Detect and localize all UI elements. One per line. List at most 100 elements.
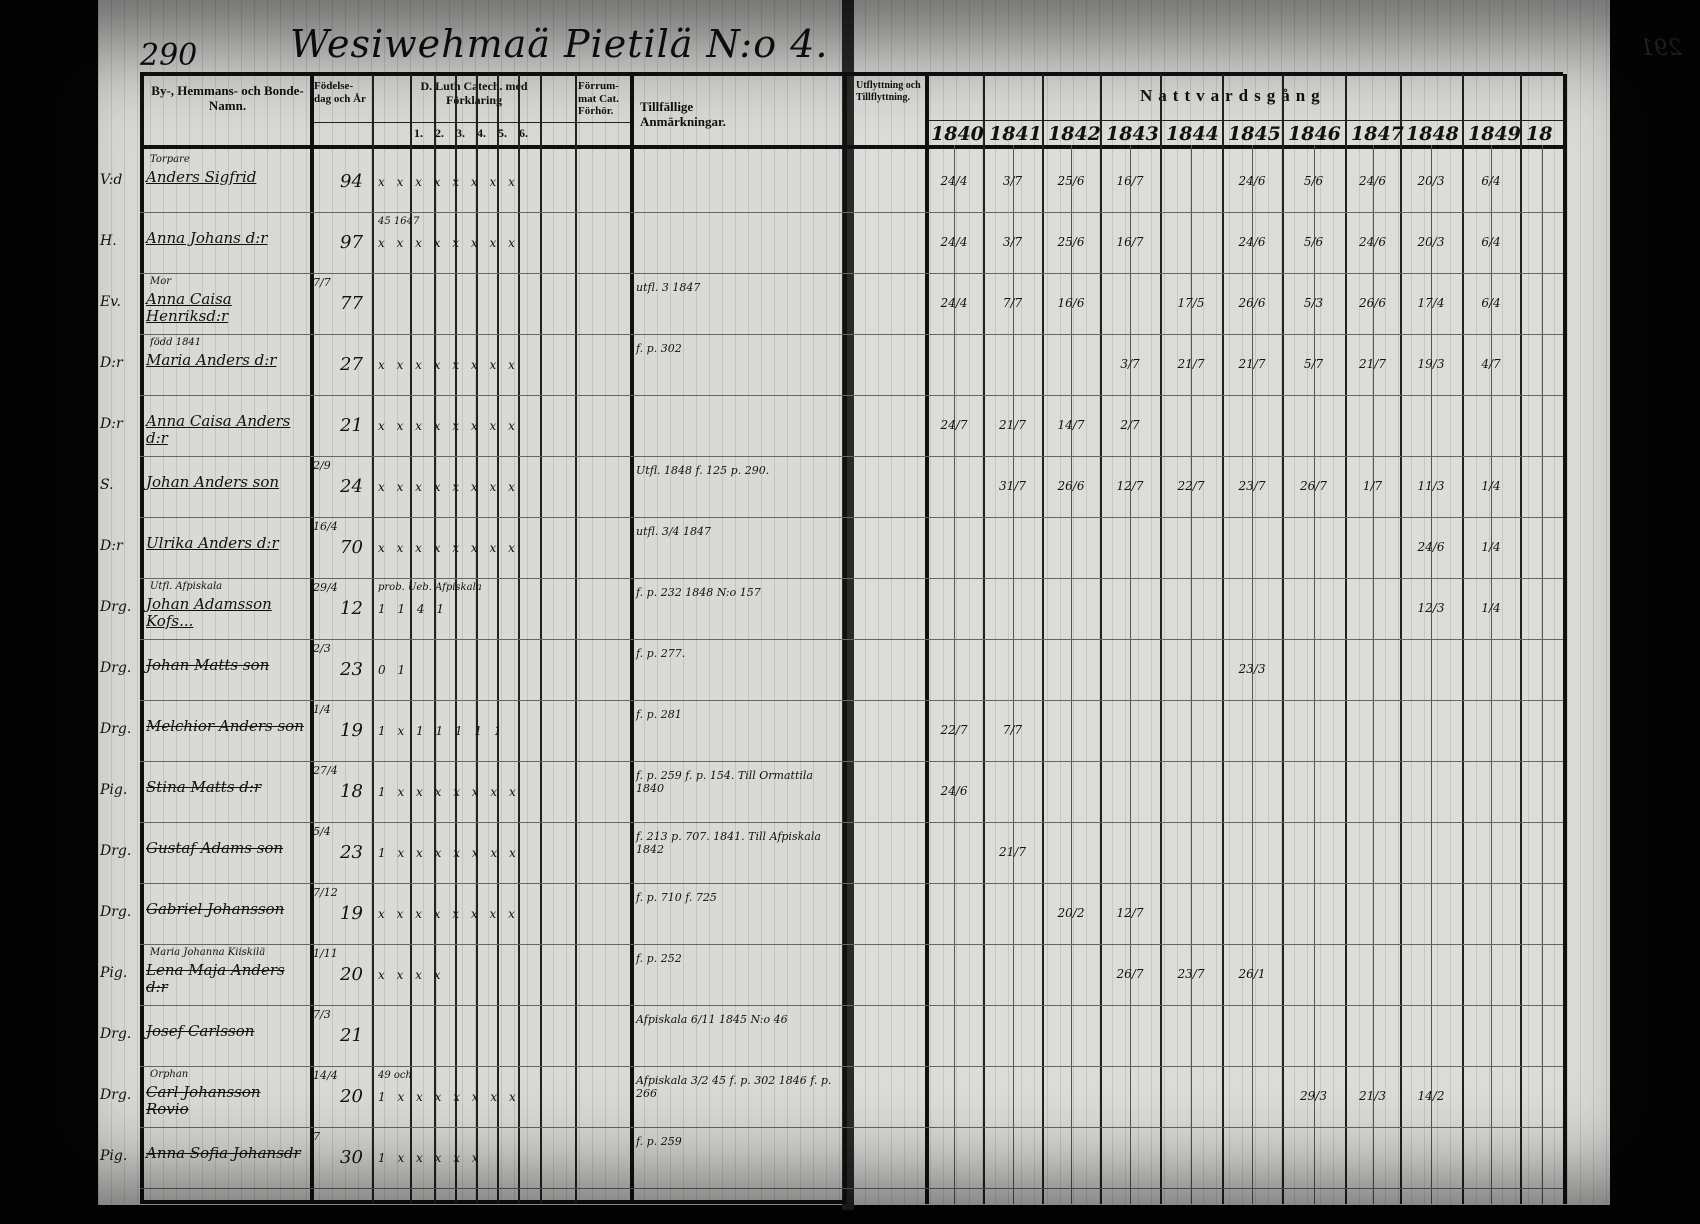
row-title: Pig. [100,1148,128,1164]
sub-column-rule [1491,145,1492,1204]
reading-marks: 1 x x x x x x x [378,846,520,860]
communion-mark: 12/7 [1116,906,1144,920]
communion-mark: 3/7 [1002,174,1023,188]
reading-col-label: 6. [519,126,528,140]
communion-mark: 21/7 [999,418,1026,432]
communion-mark: 14/2 [1417,1089,1445,1103]
communion-mark: 17/4 [1417,296,1445,310]
row-title: V:d [100,172,123,188]
communion-mark: 21/3 [1359,1089,1386,1103]
person-name: Johan Adamsson Kofs... [146,595,272,631]
year-label: 1844 [1166,123,1219,145]
communion-mark: 26/1 [1238,967,1266,981]
communion-mark: 14/7 [1057,418,1085,432]
communion-mark: 1/7 [1362,479,1383,493]
row-rule [140,761,1563,762]
communion-mark: 24/4 [940,235,968,249]
person-name: Anna Johans d:r [146,229,268,247]
person-name: Melchior Anders son [146,717,304,735]
row-title: Ev. [100,294,121,310]
header-birth: Födelse-dag och År [314,80,366,105]
birth-day: 14/4 [313,1069,338,1082]
communion-mark: 1/4 [1481,479,1501,493]
row-rule [140,1188,1563,1189]
row-rule [140,700,1563,701]
birth-year: 19 [340,720,363,741]
page-title: Wesiwehmaä Pietilä N:o 4. [290,22,829,66]
remark-note: f. p. 302 [636,342,682,355]
communion-mark: 5/6 [1303,235,1324,249]
sub-column-rule [1071,145,1072,1204]
birth-day: 1/11 [313,947,338,960]
name-annotation: Utfl. Afpiskala [150,581,223,592]
reading-marks: x x x x x x x x [378,358,519,372]
communion-mark: 21/7 [1359,357,1386,371]
year-label: 1847 [1351,123,1404,145]
birth-day: 29/4 [313,581,338,594]
communion-mark: 5/6 [1303,174,1324,188]
remark-note: f. 213 p. 707. 1841. Till Afpiskala 1842 [636,830,821,856]
reading-marks: x x x x x x x x [378,175,519,189]
person-name: Maria Anders d:r [146,351,277,369]
remark-note: f. p. 277. [636,647,686,660]
reading-col-label: 2. [435,126,444,140]
header-notes: Tillfällige Anmärkningar. [640,99,726,129]
row-title: Drg. [100,843,132,859]
communion-mark: 23/7 [1238,479,1266,493]
communion-mark: 23/7 [1177,967,1205,981]
communion-mark: 21/7 [1238,357,1266,371]
birth-day: 7/3 [313,1008,331,1021]
reading-marks: x x x x x x x x [378,541,519,555]
reading-marks: 1 x 1 1 1 1 1 [378,724,506,738]
row-rule [140,517,1563,518]
remark-note: Afpiskala 6/11 1845 N:o 46 [636,1013,788,1026]
year-label: 1841 [989,123,1042,145]
row-rule [140,1005,1563,1006]
row-rule [140,1127,1563,1128]
page-number-right: 291 [1640,36,1682,61]
name-annotation: Mor [150,276,172,287]
row-title: Drg. [100,1026,132,1042]
communion-mark: 7/7 [1002,296,1023,310]
communion-mark: 22/7 [940,723,968,737]
communion-mark: 24/6 [1359,174,1386,188]
birth-day: 5/4 [313,825,331,838]
row-rule [140,395,1563,396]
left-page [98,0,846,1205]
remark-note: utfl. 3 1847 [636,281,701,294]
row-title: D:r [100,416,123,432]
communion-mark: 24/6 [940,784,968,798]
reading-col-label: 5. [498,126,507,140]
communion-mark: 21/7 [1177,357,1205,371]
sub-column-rule [1130,145,1131,1204]
row-title: S. [100,477,114,493]
row-rule [140,944,1563,945]
row-title: Pig. [100,782,128,798]
communion-mark: 19/3 [1417,357,1445,371]
communion-mark: 26/7 [1116,967,1144,981]
reading-col-label: 1. [414,126,423,140]
remark-note: f. p. 281 [636,708,682,721]
birth-year: 77 [340,293,363,314]
communion-mark: 5/3 [1303,296,1324,310]
sub-column-rule [1012,145,1014,1204]
year-label: 1849 [1468,123,1521,145]
communion-mark: 6/4 [1481,235,1501,249]
row-rule [140,273,1563,274]
person-name: Johan Matts son [146,656,270,674]
reading-marks: x x x x x x x x [378,480,519,494]
reading-marks: 1 x x x x x [378,1151,483,1165]
communion-mark: 24/4 [940,296,968,310]
remark-note: f. p. 252 [636,952,682,965]
birth-day: 16/4 [313,520,338,533]
remark-note: f. p. 232 1848 N:o 157 [636,586,761,599]
communion-mark: 4/7 [1481,357,1501,371]
footer-rule [140,1200,845,1204]
person-name: Lena Maja Anders d:r [146,961,285,997]
column-rule [1563,74,1567,1204]
communion-mark: 25/6 [1057,174,1085,188]
reading-marks: 1 x x x x x x x [378,785,520,799]
reading-marks: 0 1 [378,663,410,677]
person-name: Gustaf Adams son [146,839,284,857]
sub-column-rule [1431,145,1432,1204]
